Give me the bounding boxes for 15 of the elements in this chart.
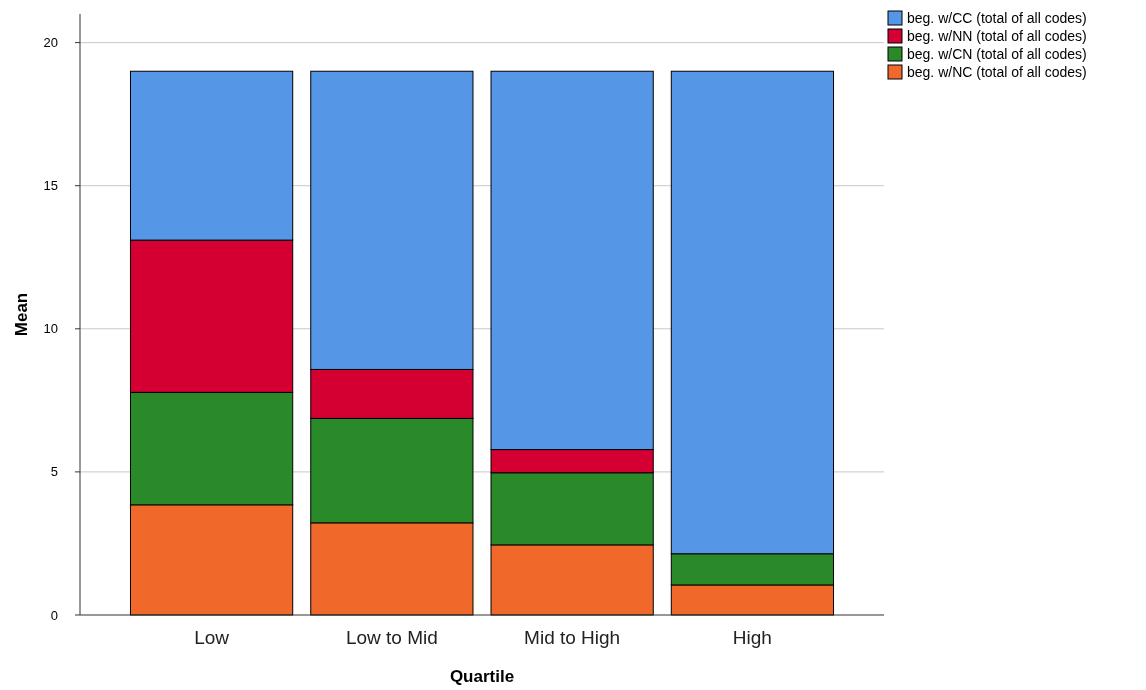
legend-label: beg. w/CN (total of all codes) (907, 45, 1087, 62)
x-tick-label: Low (194, 627, 230, 648)
y-axis-title: Mean (12, 292, 31, 337)
y-tick-label: 0 (50, 607, 58, 623)
x-tick-label: Mid to High (524, 627, 621, 648)
legend-label: beg. w/NC (total of all codes) (907, 63, 1087, 80)
y-tick-label: 15 (43, 178, 58, 194)
y-tick-label: 10 (43, 321, 58, 337)
x-tick-label: Low to Mid (345, 627, 438, 648)
legend-label: beg. w/NN (total of all codes) (907, 27, 1087, 44)
legend-label: beg. w/CC (total of all codes) (907, 9, 1087, 26)
x-axis-title: Quartile (449, 667, 515, 686)
y-tick-label: 20 (43, 35, 58, 51)
y-tick-label: 5 (50, 464, 58, 480)
x-tick-label: High (732, 627, 772, 648)
